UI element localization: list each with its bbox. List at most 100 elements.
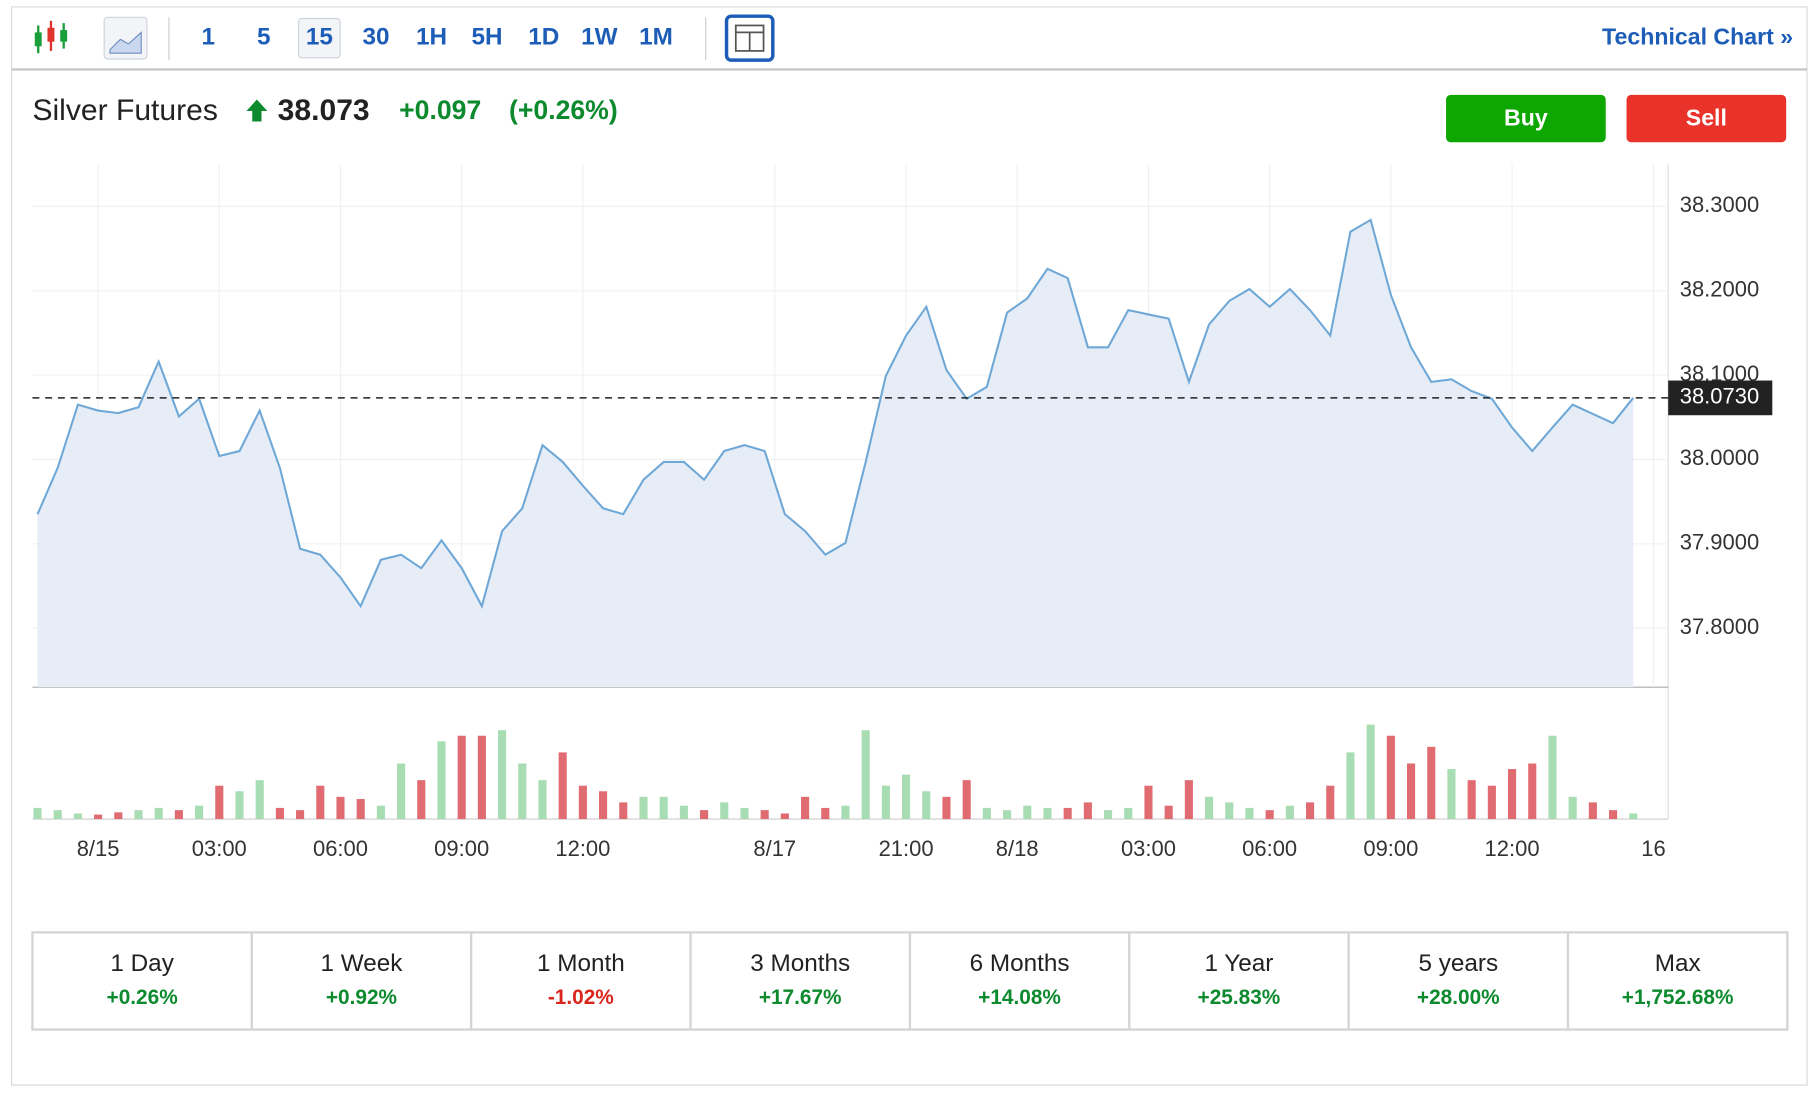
volume-bar bbox=[1386, 735, 1395, 820]
volume-bar bbox=[1043, 807, 1052, 820]
volume-bar bbox=[336, 796, 345, 820]
instrument-title: Silver Futures bbox=[32, 94, 217, 127]
volume-bar bbox=[296, 810, 305, 820]
volume-bar bbox=[962, 780, 971, 820]
interval-button[interactable]: 5 bbox=[257, 24, 271, 51]
volume-bar bbox=[821, 807, 830, 820]
interval-button[interactable]: 1 bbox=[202, 24, 216, 51]
volume-bar bbox=[1285, 805, 1294, 820]
x-tick-label: 16 bbox=[1641, 836, 1665, 861]
volume-bar bbox=[720, 802, 729, 820]
period-name[interactable]: 1 Day bbox=[110, 950, 174, 977]
volume-bar bbox=[1447, 769, 1456, 820]
period-name[interactable]: 1 Year bbox=[1204, 950, 1273, 977]
volume-bar bbox=[1528, 763, 1537, 820]
area-icon[interactable] bbox=[103, 16, 148, 60]
volume-bar bbox=[437, 741, 446, 820]
period-name[interactable]: 3 Months bbox=[750, 950, 850, 977]
x-tick-label: 8/18 bbox=[996, 836, 1039, 861]
interval-button[interactable]: 1M bbox=[639, 24, 673, 51]
volume-bar bbox=[1407, 763, 1416, 820]
volume-bar bbox=[33, 807, 42, 820]
volume-bar bbox=[1245, 807, 1254, 820]
volume-bar bbox=[942, 796, 951, 820]
volume-bar bbox=[1366, 724, 1375, 820]
volume-bar bbox=[841, 805, 850, 820]
volume-bar bbox=[154, 807, 163, 820]
period-name[interactable]: 5 years bbox=[1418, 950, 1498, 977]
volume-bar bbox=[1326, 785, 1335, 820]
volume-bar bbox=[498, 730, 507, 820]
interval-button[interactable]: 1W bbox=[581, 24, 618, 51]
volume-bar bbox=[861, 730, 870, 820]
layout-icon[interactable] bbox=[724, 14, 775, 62]
volume-bar bbox=[1205, 796, 1214, 820]
volume-bar bbox=[538, 780, 547, 820]
volume-bar bbox=[1144, 785, 1153, 820]
volume-bar bbox=[1023, 805, 1032, 820]
interval-button[interactable]: 5H bbox=[472, 24, 503, 51]
volume-bar bbox=[1346, 752, 1355, 820]
volume-bar bbox=[417, 780, 426, 820]
period-name[interactable]: 6 Months bbox=[970, 950, 1070, 977]
volume-bar bbox=[275, 807, 284, 820]
price-line bbox=[36, 218, 1635, 609]
volume-bar bbox=[1487, 785, 1496, 820]
up-arrow bbox=[246, 99, 268, 122]
volume-bar bbox=[780, 813, 789, 820]
x-tick-label: 06:00 bbox=[313, 836, 368, 861]
volume-bar bbox=[639, 796, 648, 820]
volume-bar bbox=[922, 791, 931, 820]
y-tick-label: 38.0000 bbox=[1680, 445, 1759, 470]
volume-bar bbox=[760, 810, 769, 820]
volume-bar bbox=[659, 796, 668, 820]
volume-bar bbox=[1225, 802, 1234, 820]
interval-button[interactable]: 15 bbox=[306, 24, 333, 51]
buy-label[interactable]: Buy bbox=[1504, 104, 1548, 130]
last-price: 38.073 bbox=[278, 94, 370, 127]
volume-bar bbox=[316, 785, 325, 820]
period-change: +17.67% bbox=[759, 986, 842, 1009]
volume-bar bbox=[235, 791, 244, 820]
volume-bar bbox=[1124, 807, 1133, 820]
y-tick-label: 38.2000 bbox=[1680, 277, 1759, 302]
volume-bar bbox=[1003, 810, 1012, 820]
interval-button[interactable]: 1D bbox=[528, 24, 559, 51]
volume-bar bbox=[255, 780, 264, 820]
volume-bar bbox=[599, 791, 608, 820]
period-name[interactable]: Max bbox=[1655, 950, 1701, 977]
period-change: +14.08% bbox=[978, 986, 1061, 1009]
volume-bar bbox=[1184, 780, 1193, 820]
x-tick-label: 06:00 bbox=[1242, 836, 1297, 861]
period-change: +0.92% bbox=[326, 986, 397, 1009]
volume-bar bbox=[982, 807, 991, 820]
x-tick-label: 12:00 bbox=[1485, 836, 1540, 861]
volume-bar bbox=[53, 810, 62, 820]
volume-bar bbox=[376, 805, 385, 820]
period-change: +28.00% bbox=[1417, 986, 1500, 1009]
candle-icon[interactable] bbox=[34, 20, 68, 54]
x-tick-label: 09:00 bbox=[1363, 836, 1418, 861]
volume-bar bbox=[1063, 807, 1072, 820]
x-tick-label: 21:00 bbox=[879, 836, 934, 861]
volume-bar bbox=[578, 785, 587, 820]
y-tick-label: 37.8000 bbox=[1680, 614, 1759, 639]
sell-label[interactable]: Sell bbox=[1686, 104, 1727, 130]
volume-bar bbox=[215, 785, 224, 820]
price-change: +0.097 bbox=[399, 95, 481, 125]
price-area bbox=[37, 219, 1634, 688]
volume-bar bbox=[1164, 805, 1173, 820]
volume-bar bbox=[881, 785, 890, 820]
sell-button[interactable] bbox=[1626, 94, 1787, 143]
interval-button[interactable]: 1H bbox=[416, 24, 447, 51]
period-name[interactable]: 1 Month bbox=[537, 950, 625, 977]
buy-button[interactable] bbox=[1446, 94, 1606, 143]
interval-button[interactable]: 30 bbox=[363, 24, 390, 51]
x-tick-label: 8/15 bbox=[77, 836, 120, 861]
price-change-pct: (+0.26%) bbox=[509, 95, 618, 125]
y-tick-label: 37.9000 bbox=[1680, 530, 1759, 555]
volume-bar bbox=[1467, 780, 1476, 820]
technical-chart-link[interactable]: Technical Chart » bbox=[1602, 23, 1793, 49]
period-name[interactable]: 1 Week bbox=[321, 950, 404, 977]
y-tick-label: 38.3000 bbox=[1680, 192, 1759, 217]
